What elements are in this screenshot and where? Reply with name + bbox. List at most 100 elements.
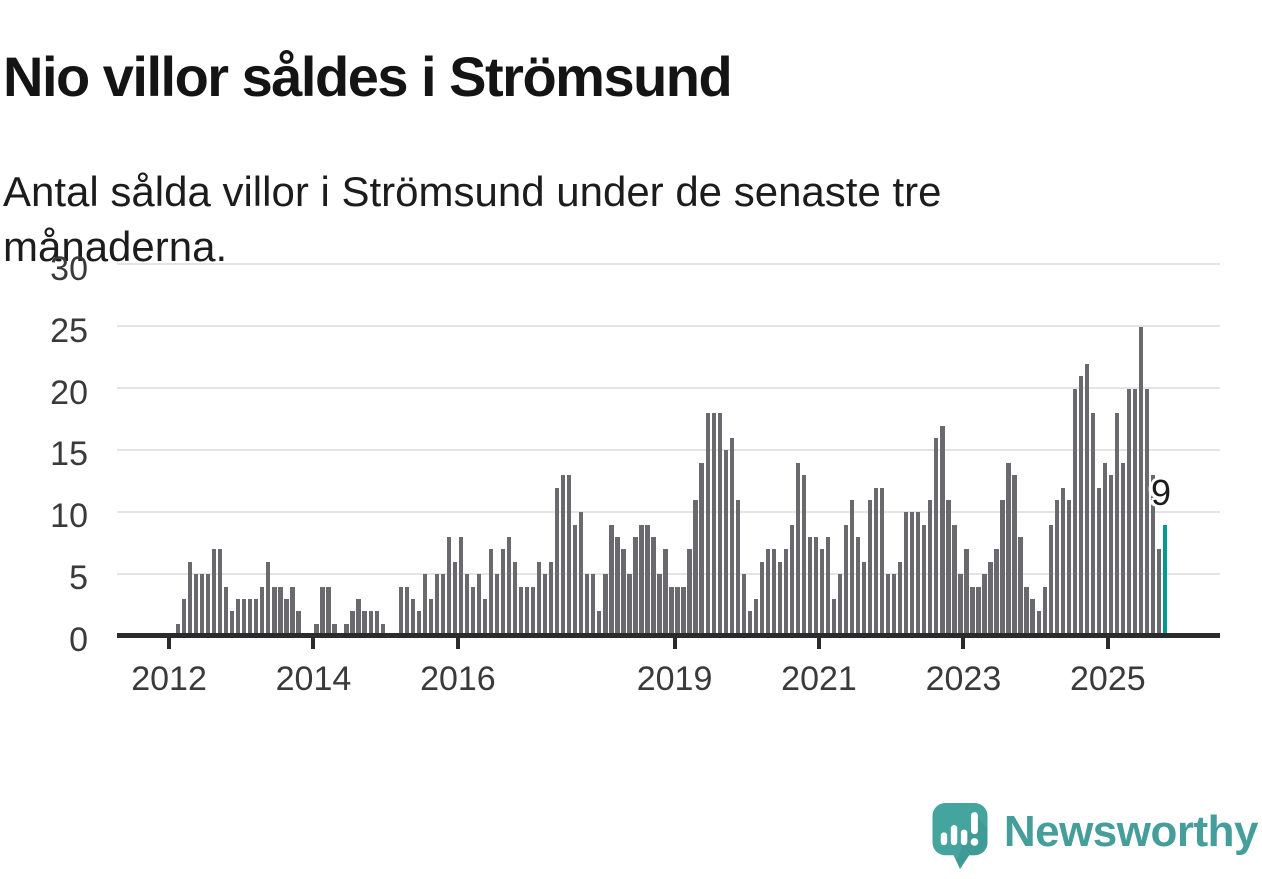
x-axis-tick-label: 2021: [781, 660, 857, 698]
bar: [266, 561, 271, 636]
bar: [765, 549, 770, 636]
bar: [843, 524, 849, 636]
y-axis-tick-label: 0: [69, 621, 88, 659]
y-axis-tick-label: 20: [50, 373, 88, 412]
bar: [398, 586, 403, 636]
bar: [717, 413, 722, 636]
bar: [458, 537, 464, 636]
bar: [892, 574, 897, 636]
gridline: [117, 387, 1220, 390]
bar: [753, 598, 758, 636]
bar: [200, 574, 205, 636]
bar: [506, 537, 512, 636]
bar: [1126, 388, 1132, 636]
gridline: [117, 572, 1220, 575]
bar: [681, 586, 686, 636]
bar: [741, 574, 746, 636]
bar: [1120, 462, 1126, 636]
bar: [651, 537, 656, 636]
bar: [500, 549, 506, 636]
bar: [855, 537, 861, 636]
gridline: [117, 510, 1220, 513]
bar: [260, 586, 265, 636]
x-axis-tick: [455, 638, 460, 649]
bar: [1090, 413, 1095, 636]
gridline: [117, 448, 1220, 451]
bar: [867, 499, 873, 636]
bar: [645, 524, 650, 636]
bar: [946, 499, 951, 636]
bar: [861, 561, 867, 636]
bar: [344, 623, 349, 636]
bar: [789, 524, 795, 636]
bar: [1150, 475, 1156, 636]
bar: [181, 598, 187, 636]
bar: [230, 611, 235, 636]
bar: [825, 537, 831, 636]
y-axis-tick-label: 25: [50, 311, 88, 350]
bar: [940, 425, 945, 636]
bar: [314, 623, 319, 636]
bar: [356, 598, 361, 636]
bar: [193, 574, 199, 636]
bar: [476, 574, 482, 636]
bar: [687, 549, 692, 636]
bar: [320, 586, 325, 636]
bar: [236, 598, 241, 636]
bar: [212, 549, 217, 636]
bar: [952, 524, 957, 636]
bar: [224, 586, 229, 636]
bar: [206, 574, 211, 636]
bar: [248, 598, 253, 636]
bar: [1108, 475, 1113, 636]
bar: [837, 574, 843, 636]
bar: [428, 598, 433, 636]
x-axis-tick: [1105, 638, 1110, 649]
bar: [567, 475, 572, 636]
x-axis-tick: [816, 638, 821, 649]
bar: [549, 561, 554, 636]
bar: [669, 586, 674, 636]
bar: [1138, 326, 1144, 636]
bar: [175, 623, 181, 636]
bar: [849, 499, 855, 636]
bar: [964, 549, 969, 636]
bar: [368, 611, 373, 636]
bar: [1030, 598, 1035, 636]
bar: [1102, 462, 1107, 636]
bar: [380, 623, 385, 636]
bar: [555, 487, 560, 636]
gridline: [117, 325, 1220, 328]
bar: [693, 499, 698, 636]
bar: [970, 586, 975, 636]
bar: [272, 586, 277, 636]
bar: [819, 549, 825, 636]
bar: [530, 586, 536, 636]
bar: [771, 549, 776, 636]
bar: [633, 537, 638, 636]
bar: [880, 487, 885, 636]
page-title: Nio villor såldes i Strömsund: [3, 44, 733, 108]
bar: [886, 574, 891, 636]
bar: [1036, 611, 1041, 636]
x-axis-tick: [961, 638, 966, 649]
bar: [326, 586, 331, 636]
bar: [452, 561, 458, 636]
bar: [254, 598, 259, 636]
bar: [1114, 413, 1120, 636]
bar: [446, 537, 452, 636]
bar: [958, 574, 963, 636]
newsworthy-logo-icon: [932, 803, 988, 869]
y-axis-tick-label: 15: [50, 435, 88, 474]
bar: [374, 611, 379, 636]
bar: [831, 598, 837, 636]
bar: [705, 413, 710, 636]
bar: [675, 586, 680, 636]
bar: [747, 611, 752, 636]
bar: [735, 499, 740, 636]
bar: [488, 549, 494, 636]
bar: [723, 450, 728, 636]
bar: [362, 611, 367, 636]
x-axis-tick-label: 2019: [636, 660, 713, 698]
bar: [922, 524, 927, 636]
